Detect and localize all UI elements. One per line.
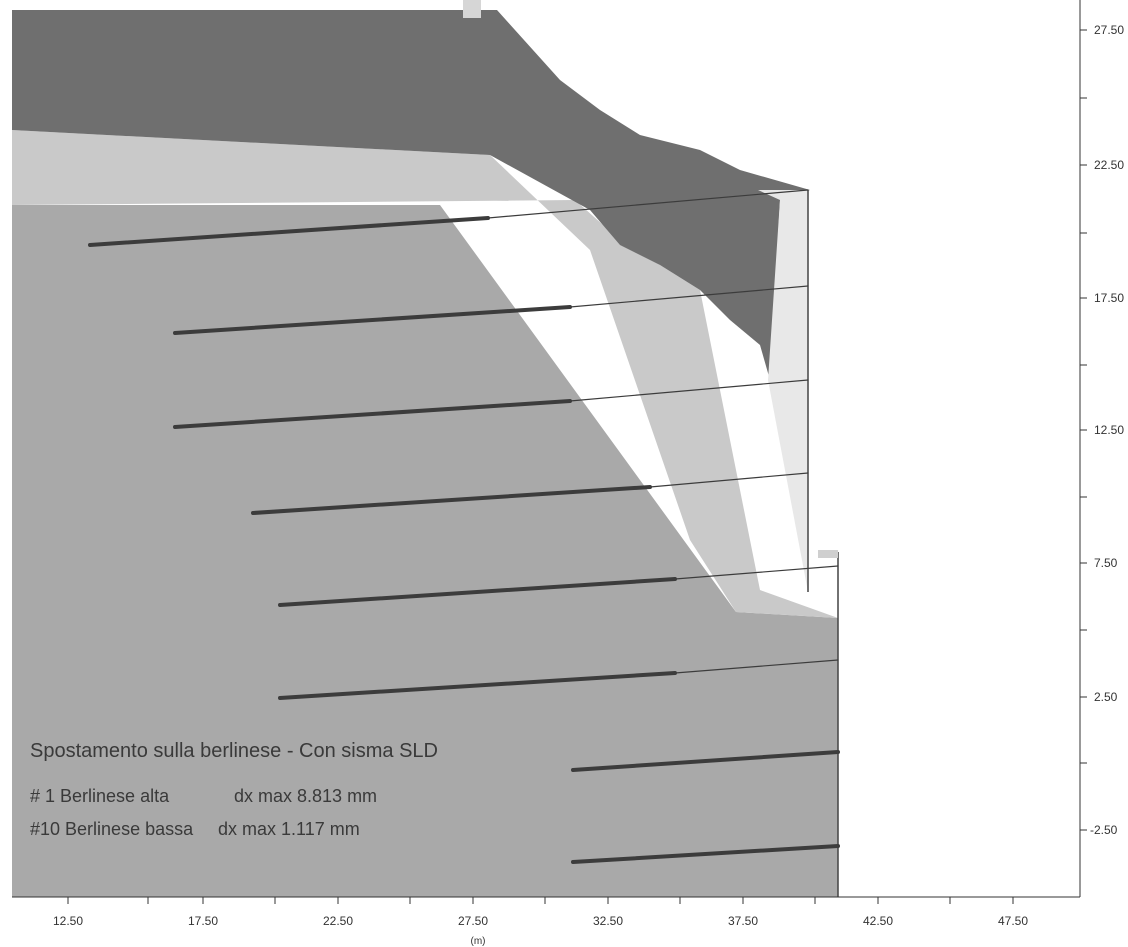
middle-layer: [12, 130, 838, 897]
anchor-5-bond: [278, 577, 677, 607]
annotation-line2-id: #10 Berlinese bassa: [30, 819, 194, 839]
upper-layer: [12, 10, 810, 380]
anchor-5-free: [674, 565, 839, 580]
annotation-line2-value: dx max 1.117 mm: [218, 819, 360, 839]
y-tick-label: 12.50: [1094, 423, 1124, 437]
anchor-1-bond: [88, 216, 490, 247]
x-tick-label: 27.50: [458, 914, 488, 928]
anchors: [88, 189, 840, 864]
y-ticks: [1080, 29, 1087, 831]
anchor-3-bond: [173, 399, 572, 429]
y-tick-label: 2.50: [1094, 690, 1118, 704]
wall-wedge: [758, 190, 808, 592]
x-tick-label: 32.50: [593, 914, 623, 928]
anchor-8-bond: [571, 844, 840, 864]
annotation-line1-id: # 1 Berlinese alta: [30, 786, 170, 806]
y-tick-label: 17.50: [1094, 291, 1124, 305]
anchor-6-bond: [278, 671, 677, 700]
x-ticks: [67, 897, 1014, 904]
y-tick-label: 27.50: [1094, 23, 1124, 37]
x-tick-label: 22.50: [323, 914, 353, 928]
anchor-3-free: [569, 379, 809, 402]
wall-cap: [818, 550, 838, 558]
y-tick-label: 22.50: [1094, 158, 1124, 172]
top-marker: [463, 0, 481, 18]
anchor-2-free: [569, 285, 809, 308]
anchor-7-bond: [571, 750, 840, 772]
annotation-line1-value: dx max 8.813 mm: [234, 786, 377, 806]
y-tick-label: -2.50: [1090, 823, 1118, 837]
anchor-1-free: [487, 189, 809, 219]
x-tick-label: 47.50: [998, 914, 1028, 928]
anchor-6-free: [674, 659, 839, 674]
x-tick-label: 42.50: [863, 914, 893, 928]
anchor-2-bond: [173, 305, 572, 335]
x-tick-label: 37.50: [728, 914, 758, 928]
y-tick-label: 7.50: [1094, 556, 1118, 570]
x-tick-label: 12.50: [53, 914, 83, 928]
annotation-title: Spostamento sulla berlinese - Con sisma …: [30, 740, 438, 762]
x-unit-label: (m): [471, 936, 486, 947]
ground-layer: [12, 205, 838, 897]
anchor-4-bond: [251, 485, 652, 515]
anchor-4-free: [649, 472, 809, 488]
x-tick-label: 17.50: [188, 914, 218, 928]
